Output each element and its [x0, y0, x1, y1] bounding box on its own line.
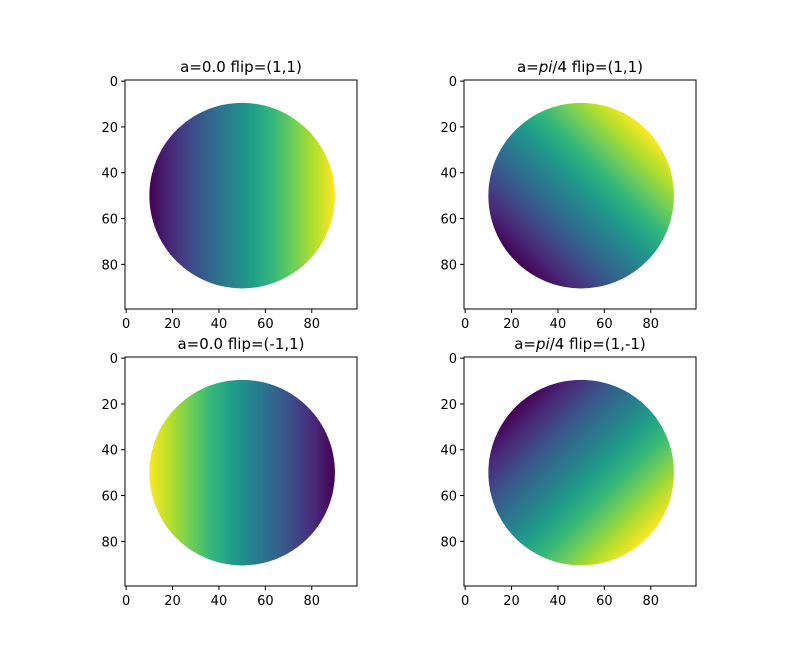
subplot-1: a=0.0 flip=(1,1) 0 20 40 60 80 0 20 40 60 80 — [101, 58, 358, 332]
y-tick-label: 0 — [110, 75, 118, 90]
heatmap-disc — [149, 379, 335, 566]
heatmap-disc — [488, 102, 674, 289]
x-tick-label: 40 — [211, 594, 228, 609]
x-tick-label: 60 — [257, 594, 274, 609]
x-tick-label: 20 — [164, 317, 181, 332]
y-tick-label: 20 — [440, 398, 457, 413]
y-tick-label: 60 — [440, 213, 457, 228]
y-tick-label: 40 — [440, 167, 457, 182]
y-tick-label: 40 — [101, 444, 118, 459]
x-tick-label: 80 — [303, 317, 320, 332]
y-tick-label: 0 — [110, 352, 118, 367]
y-tick-label: 80 — [101, 258, 118, 273]
x-tick-label: 60 — [596, 594, 613, 609]
x-tick-label: 40 — [550, 594, 567, 609]
x-tick-label: 20 — [503, 594, 520, 609]
x-tick-label: 0 — [461, 317, 469, 332]
x-tick-label: 60 — [257, 317, 274, 332]
subplot-title: a=0.0 flip=(1,1) — [180, 58, 302, 76]
heatmap-disc — [488, 379, 674, 566]
x-tick-label: 60 — [596, 317, 613, 332]
subplot-2: a=pi/4 flip=(1,1) 0 20 40 60 80 0 20 40 60 80 — [440, 58, 697, 332]
y-tick-label: 80 — [101, 535, 118, 550]
subplot-title: a=pi/4 flip=(1,1) — [517, 58, 643, 76]
y-tick-label: 60 — [101, 213, 118, 228]
x-tick-label: 80 — [303, 594, 320, 609]
y-tick-label: 60 — [101, 490, 118, 505]
axes-frame — [463, 356, 697, 587]
subplot-title: a=pi/4 flip=(1,-1) — [514, 335, 646, 353]
y-tick-label: 20 — [440, 121, 457, 136]
x-tick-label: 80 — [642, 594, 659, 609]
axes-frame — [463, 79, 697, 310]
heatmap-disc — [149, 102, 335, 289]
x-tick-label: 0 — [122, 594, 130, 609]
y-tick-label: 20 — [101, 398, 118, 413]
x-tick-label: 40 — [550, 317, 567, 332]
y-tick-label: 60 — [440, 490, 457, 505]
x-tick-label: 20 — [164, 594, 181, 609]
y-tick-label: 40 — [101, 167, 118, 182]
y-tick-label: 80 — [440, 258, 457, 273]
x-tick-label: 40 — [211, 317, 228, 332]
y-tick-label: 0 — [449, 352, 457, 367]
axes-frame — [124, 356, 358, 587]
x-tick-label: 80 — [642, 317, 659, 332]
y-tick-label: 40 — [440, 444, 457, 459]
axes-frame — [124, 79, 358, 310]
y-tick-label: 0 — [449, 75, 457, 90]
x-tick-label: 0 — [461, 594, 469, 609]
y-tick-label: 80 — [440, 535, 457, 550]
subplot-3: a=0.0 flip=(-1,1) 0 20 40 60 80 0 20 40 60 80 — [101, 335, 358, 609]
subplot-grid: a=0.0 flip=(1,1)0 20 40 60 80020406080a=pi/4… — [101, 58, 697, 609]
subplot-title: a=0.0 flip=(-1,1) — [177, 335, 304, 353]
subplot-4: a=pi/4 flip=(1,-1) 0 20 40 60 80 0 20 40 60 80 — [440, 335, 697, 609]
y-tick-label: 20 — [101, 121, 118, 136]
x-tick-label: 20 — [503, 317, 520, 332]
x-tick-label: 0 — [122, 317, 130, 332]
